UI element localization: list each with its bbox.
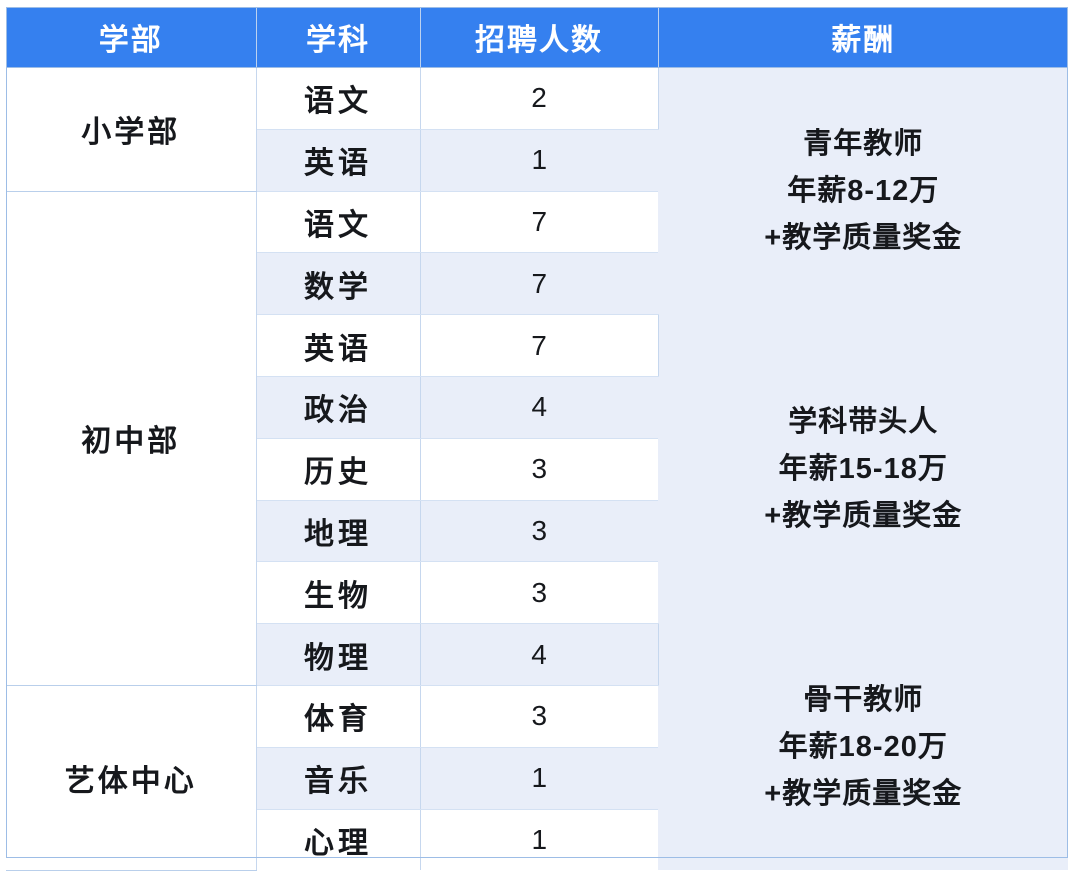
subject-cell: 英语	[256, 129, 421, 192]
subject-cell: 历史	[256, 438, 421, 501]
headcount-cell: 4	[420, 376, 658, 439]
subject-cell: 生物	[256, 561, 421, 625]
header-row: 学部 学科 招聘人数 薪酬	[6, 7, 1068, 68]
salary-title: 青年教师	[803, 127, 924, 160]
salary-title: 学科带头人	[788, 405, 939, 438]
department-cell-primary: 小学部	[6, 67, 257, 192]
salary-title: 骨干教师	[803, 683, 924, 716]
headcount-cell: 1	[420, 809, 658, 871]
headcount-cell: 7	[420, 314, 659, 377]
salary-bonus: +教学质量奖金	[764, 221, 963, 254]
subject-cell: 音乐	[256, 747, 421, 810]
subject-cell: 数学	[256, 252, 421, 316]
table-row: 心理 1	[6, 809, 1068, 871]
headcount-cell: 1	[420, 129, 658, 192]
department-cell-middle: 初中部	[6, 191, 257, 686]
salary-cell-junior: 青年教师 年薪8-12万 +教学质量奖金	[658, 67, 1068, 315]
headcount-cell: 7	[420, 252, 658, 316]
table-row: 艺体中心 体育 3	[6, 685, 1068, 871]
headcount-cell: 4	[420, 623, 659, 686]
recruitment-table: 学部 学科 招聘人数 薪酬 小学部 语文 2 青年教师 年薪8-12万 +教学质…	[6, 7, 1068, 871]
table-row: 政治 4	[6, 376, 1068, 439]
recruitment-table-container: 学部 学科 招聘人数 薪酬 小学部 语文 2 青年教师 年薪8-12万 +教学质…	[6, 7, 1068, 871]
table-body: 小学部 语文 2 青年教师 年薪8-12万 +教学质量奖金 英语 1 初中部 语…	[6, 67, 1068, 871]
headcount-cell: 3	[420, 685, 658, 748]
table-row: 小学部 语文 2 青年教师 年薪8-12万 +教学质量奖金	[6, 67, 1068, 315]
subject-cell: 英语	[256, 314, 421, 377]
subject-cell: 语文	[256, 191, 421, 254]
table-header: 学部 学科 招聘人数 薪酬	[6, 7, 1068, 68]
salary-bonus: +教学质量奖金	[764, 777, 963, 810]
headcount-cell: 1	[420, 747, 658, 810]
table-row: 音乐 1	[6, 747, 1068, 810]
subject-cell: 政治	[256, 376, 421, 439]
table-row: 英语 7 学科带头人 年薪15-18万 +教学质量奖金	[6, 314, 1068, 624]
table-row: 地理 3	[6, 500, 1068, 563]
headcount-cell: 3	[420, 561, 658, 625]
headcount-cell: 3	[420, 500, 658, 563]
salary-range: 年薪8-12万	[787, 174, 940, 207]
salary-range: 年薪15-18万	[778, 452, 948, 485]
subject-cell: 物理	[256, 623, 421, 686]
headcount-cell: 2	[420, 67, 659, 130]
subject-cell: 体育	[256, 685, 421, 748]
table-row: 英语 1	[6, 129, 1068, 192]
table-row: 初中部 语文 7	[6, 191, 1068, 686]
table-row: 历史 3	[6, 438, 1068, 501]
column-header-salary: 薪酬	[658, 7, 1068, 68]
salary-cell-leader: 学科带头人 年薪15-18万 +教学质量奖金	[658, 314, 1068, 624]
subject-cell: 心理	[256, 809, 421, 871]
salary-range: 年薪18-20万	[778, 730, 948, 763]
subject-cell: 地理	[256, 500, 421, 563]
salary-bonus: +教学质量奖金	[764, 499, 963, 532]
table-row: 生物 3	[6, 561, 1068, 625]
department-cell-arts: 艺体中心	[6, 685, 257, 871]
table-row: 数学 7	[6, 252, 1068, 316]
column-header-subject: 学科	[256, 7, 421, 68]
headcount-cell: 3	[420, 438, 658, 501]
table-row: 物理 4 骨干教师 年薪18-20万 +教学质量奖金	[6, 623, 1068, 871]
column-header-department: 学部	[6, 7, 257, 68]
headcount-cell: 7	[420, 191, 658, 254]
salary-cell-backbone: 骨干教师 年薪18-20万 +教学质量奖金	[658, 623, 1068, 871]
subject-cell: 语文	[256, 67, 421, 130]
column-header-headcount: 招聘人数	[420, 7, 659, 68]
